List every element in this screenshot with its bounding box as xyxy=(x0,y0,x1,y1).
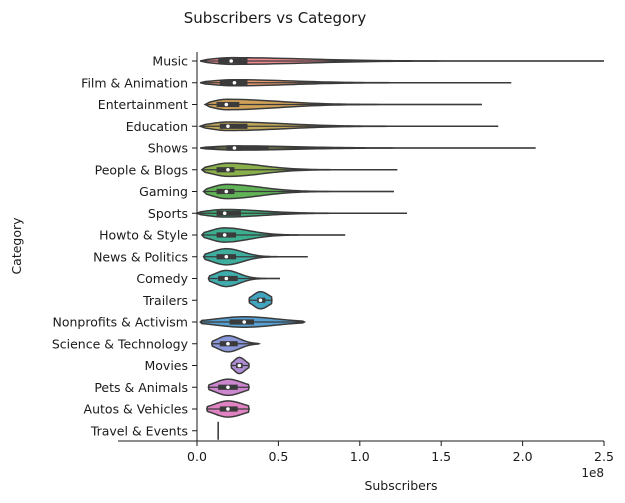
chart-title: Subscribers vs Category xyxy=(184,9,367,27)
violin-iqr-box-7 xyxy=(216,210,241,216)
violin-iqr-box-12 xyxy=(229,319,254,325)
violin-iqr-box-5 xyxy=(216,167,235,173)
x-tick-label: 2.0 xyxy=(513,449,533,464)
x-tick-label: 1.5 xyxy=(431,449,451,464)
x-tick-label: 2.5 xyxy=(594,449,614,464)
y-tick-label: Trailers xyxy=(142,293,188,308)
violin-median-9 xyxy=(224,254,229,259)
y-tick-label: Autos & Vehicles xyxy=(84,402,188,417)
violin-iqr-box-4 xyxy=(226,145,269,151)
x-tick-label: 1.0 xyxy=(350,449,370,464)
violin-median-1 xyxy=(232,80,237,85)
y-tick-label: Education xyxy=(126,119,188,134)
y-tick-label: Gaming xyxy=(139,184,188,199)
violin-median-16 xyxy=(226,407,230,411)
violin-median-6 xyxy=(224,189,229,194)
y-tick-label: Movies xyxy=(144,358,188,373)
y-tick-label: Comedy xyxy=(136,271,188,286)
y-tick-label: Travel & Events xyxy=(90,423,188,438)
violin-median-10 xyxy=(224,276,229,281)
violin-median-14 xyxy=(237,363,242,368)
y-tick-label: Film & Animation xyxy=(81,75,188,90)
violin-median-15 xyxy=(226,385,230,390)
violin-median-3 xyxy=(226,124,230,129)
violin-median-8 xyxy=(222,233,227,237)
violin-median-12 xyxy=(242,320,247,324)
x-tick-label: 0.0 xyxy=(187,449,207,464)
y-axis-label: Category xyxy=(9,217,24,275)
violin-median-11 xyxy=(258,298,263,303)
y-tick-label: News & Politics xyxy=(93,249,188,264)
violin-median-4 xyxy=(232,146,237,150)
x-axis-ticks: 0.0 0.5 1.0 1.5 2.0 2.5 xyxy=(187,441,614,464)
x-tick-label: 0.5 xyxy=(268,449,288,464)
y-tick-label: Nonprofits & Activism xyxy=(53,315,189,330)
y-axis-ticks: Music Film & Animation Entertainment Educat… xyxy=(52,54,197,438)
y-tick-label: Howto & Style xyxy=(99,228,188,243)
y-tick-label: Science & Technology xyxy=(52,336,189,351)
violin-iqr-box-3 xyxy=(219,123,248,129)
violin-median-5 xyxy=(226,167,230,172)
y-tick-label: Sports xyxy=(148,206,188,221)
violin-median-13 xyxy=(226,341,230,346)
x-offset-label: 1e8 xyxy=(581,466,604,480)
violin-median-7 xyxy=(222,211,227,216)
y-tick-label: Pets & Animals xyxy=(94,380,188,395)
y-tick-label: Entertainment xyxy=(98,97,188,112)
y-tick-label: Shows xyxy=(148,141,188,156)
violins-group xyxy=(195,56,604,440)
y-tick-label: People & Blogs xyxy=(95,162,188,177)
y-tick-label: Music xyxy=(152,54,188,69)
violin-median-0 xyxy=(229,59,233,63)
x-axis-label: Subscribers xyxy=(364,478,437,493)
violin-median-2 xyxy=(224,102,229,107)
